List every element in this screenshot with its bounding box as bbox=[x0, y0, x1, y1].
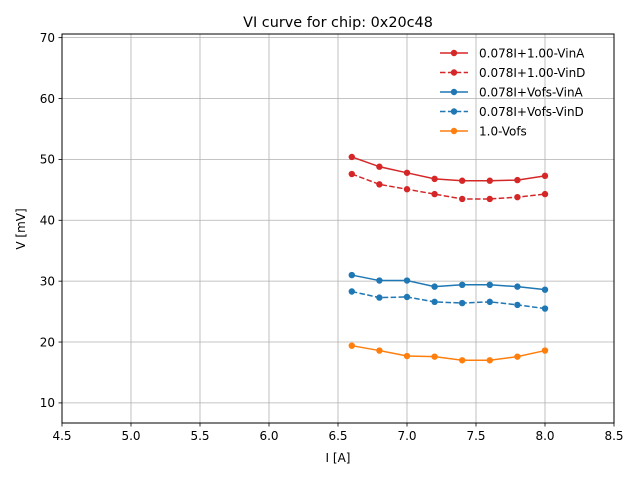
x-axis-ticks: 4.5 5.0 5.5 6.0 6.5 7.0 7.5 8.0 8.5 bbox=[52, 423, 624, 443]
y-tick-label: 70 bbox=[40, 31, 55, 45]
data-point bbox=[541, 347, 549, 354]
legend-marker bbox=[450, 49, 458, 57]
x-tick-label: 4.5 bbox=[52, 429, 71, 443]
legend-label: 1.0-Vofs bbox=[479, 124, 527, 138]
x-tick-label: 7.0 bbox=[397, 429, 416, 443]
legend-label: 0.078I+1.00-VinD bbox=[479, 66, 585, 80]
data-point bbox=[376, 181, 383, 188]
legend-item: 0.078I+1.00-VinA bbox=[440, 46, 585, 60]
data-point bbox=[514, 301, 521, 309]
y-tick-label: 60 bbox=[40, 92, 55, 106]
y-tick-label: 10 bbox=[40, 396, 55, 410]
x-tick-label: 7.5 bbox=[466, 429, 485, 443]
data-point bbox=[459, 299, 466, 307]
data-point bbox=[348, 288, 355, 295]
data-point bbox=[431, 190, 438, 198]
legend-item: 0.078I+Vofs-VinA bbox=[440, 85, 584, 99]
series-line bbox=[351, 156, 546, 182]
x-tick-label: 8.0 bbox=[535, 429, 554, 443]
data-point bbox=[459, 357, 466, 364]
data-point bbox=[514, 283, 521, 290]
data-point bbox=[348, 170, 355, 178]
legend-marker bbox=[450, 69, 458, 76]
x-tick-label: 5.0 bbox=[121, 429, 140, 443]
series-line bbox=[351, 290, 546, 310]
series-1 bbox=[348, 170, 549, 203]
data-point bbox=[403, 352, 411, 360]
x-axis-label: I [A] bbox=[326, 451, 351, 465]
data-point bbox=[486, 281, 493, 289]
series-0 bbox=[348, 153, 549, 184]
data-point bbox=[376, 347, 383, 354]
y-tick-label: 30 bbox=[40, 274, 55, 288]
data-point bbox=[431, 298, 438, 306]
series-3 bbox=[348, 288, 549, 312]
data-point bbox=[486, 357, 493, 364]
data-point bbox=[541, 286, 549, 293]
series-2 bbox=[348, 271, 549, 293]
data-point bbox=[541, 190, 549, 198]
series-line bbox=[351, 344, 546, 362]
data-point bbox=[459, 177, 466, 184]
data-point bbox=[431, 283, 438, 290]
data-point bbox=[403, 169, 411, 176]
data-point bbox=[348, 342, 355, 349]
grid-lines bbox=[61, 34, 615, 423]
legend-label: 0.078I+Vofs-VinA bbox=[479, 85, 584, 99]
x-tick-label: 6.5 bbox=[328, 429, 347, 443]
legend-label: 0.078I+1.00-VinA bbox=[479, 46, 585, 60]
data-point bbox=[486, 298, 493, 306]
data-point bbox=[403, 186, 411, 193]
data-point bbox=[541, 172, 549, 180]
x-tick-label: 6.0 bbox=[259, 429, 278, 443]
y-tick-label: 40 bbox=[40, 214, 55, 228]
series-4 bbox=[348, 342, 549, 364]
data-point bbox=[403, 277, 411, 284]
data-point bbox=[486, 177, 493, 184]
data-point bbox=[376, 277, 383, 284]
series-line bbox=[351, 173, 546, 200]
data-point bbox=[376, 294, 383, 301]
legend-item: 0.078I+1.00-VinD bbox=[440, 66, 585, 80]
y-axis-label: V [mV] bbox=[14, 208, 28, 249]
y-tick-label: 50 bbox=[40, 153, 55, 167]
legend-item: 0.078I+Vofs-VinD bbox=[440, 105, 584, 119]
data-point bbox=[431, 353, 438, 360]
legend-label: 0.078I+Vofs-VinD bbox=[479, 105, 584, 119]
data-point bbox=[376, 163, 383, 170]
data-point bbox=[459, 195, 466, 203]
chart-title: VI curve for chip: 0x20c48 bbox=[243, 15, 433, 31]
data-point bbox=[459, 281, 466, 289]
data-point bbox=[486, 195, 493, 203]
data-point bbox=[431, 175, 438, 183]
legend-item: 1.0-Vofs bbox=[440, 124, 527, 138]
x-tick-label: 8.5 bbox=[604, 429, 623, 443]
y-axis-ticks: 10 20 30 40 50 60 70 bbox=[40, 31, 62, 410]
legend-marker bbox=[450, 88, 458, 96]
data-point bbox=[514, 353, 521, 360]
legend: 0.078I+1.00-VinA 0.078I+1.00-VinD 0.078I+V… bbox=[440, 46, 585, 138]
legend-marker bbox=[450, 127, 458, 135]
data-point bbox=[348, 153, 355, 161]
y-tick-label: 20 bbox=[40, 335, 55, 349]
x-tick-label: 5.5 bbox=[190, 429, 209, 443]
data-point bbox=[403, 293, 411, 301]
data-point bbox=[541, 305, 549, 312]
data-point bbox=[514, 176, 521, 184]
legend-marker bbox=[450, 108, 458, 115]
data-point bbox=[514, 193, 521, 201]
series-layer bbox=[348, 153, 549, 364]
data-point bbox=[348, 271, 355, 279]
series-line bbox=[351, 274, 546, 291]
